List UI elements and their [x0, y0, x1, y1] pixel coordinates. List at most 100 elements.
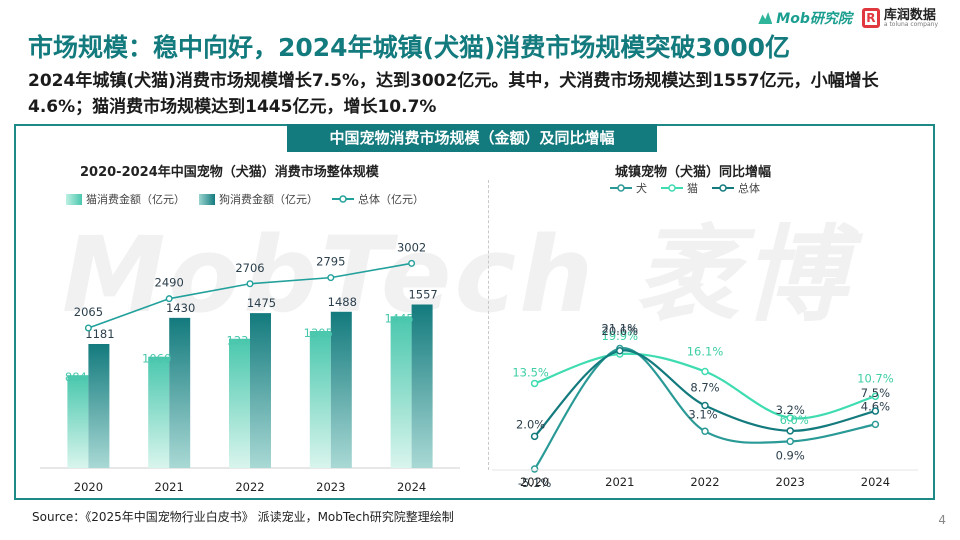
- total-point-2021: [165, 295, 173, 303]
- growth-label-0-2022: 3.1%: [688, 407, 717, 421]
- left-x-tick-2021: 2021: [155, 480, 184, 494]
- total-point-2024: [408, 259, 416, 267]
- total-point-2020: [84, 324, 92, 332]
- growth-label-0-2023: 0.9%: [776, 448, 805, 462]
- growth-point-1-2023: [786, 414, 794, 422]
- legend-item-cat-growth: 猫: [661, 180, 698, 196]
- growth-label-2-2024: 7.5%: [861, 386, 890, 400]
- growth-label-1-2023: 6.0%: [780, 413, 809, 427]
- total-label-2020: 2065: [74, 305, 103, 319]
- bar-dog-2021: [169, 317, 191, 468]
- bar-dog-label-2022: 1475: [247, 296, 276, 310]
- left-x-tick-2022: 2022: [235, 480, 264, 494]
- growth-label-1-2024: 10.7%: [857, 371, 894, 385]
- legend-label-cat: 猫消费金额（亿元）: [86, 193, 185, 206]
- growth-line-2: [533, 349, 876, 438]
- bar-cat-2022: [229, 338, 250, 468]
- growth-label-2-2020: 2.0%: [516, 417, 545, 431]
- page-number: 4: [938, 513, 946, 527]
- growth-point-2-2023: [786, 427, 794, 435]
- bar-cat-label-2021: 1060: [142, 352, 171, 366]
- right-x-tick-2021: 2021: [605, 475, 634, 489]
- legend-swatch-total: [332, 195, 354, 203]
- total-label-2022: 2706: [235, 261, 264, 275]
- bar-cat-2020: [67, 375, 89, 468]
- left-x-tick-2020: 2020: [74, 480, 103, 494]
- bar-cat-label-2020: 884: [65, 370, 87, 384]
- legend-swatch-dog: [199, 193, 215, 205]
- growth-label-2-2022: 8.7%: [690, 381, 719, 395]
- bar-dog-label-2021: 1430: [166, 301, 195, 315]
- bar-dog-label-2023: 1488: [328, 295, 357, 309]
- growth-label-1-2022: 16.1%: [687, 344, 724, 358]
- legend-swatch-overall-growth: [712, 184, 734, 192]
- right-x-tick-2024: 2024: [861, 475, 890, 489]
- bar-dog-2024: [411, 304, 433, 468]
- legend-swatch-dog-growth: [610, 184, 632, 192]
- growth-point-1-2020: [530, 379, 539, 388]
- legend-item-cat: 猫消费金额（亿元）: [66, 191, 185, 207]
- logo-bar: Mob研究院 R 库润数据 a toluna company: [758, 8, 938, 28]
- right-x-tick-2022: 2022: [690, 475, 719, 489]
- left-x-tick-2023: 2023: [316, 480, 345, 494]
- growth-point-1-2022: [701, 367, 709, 376]
- kurun-logo-text: 库润数据: [883, 7, 936, 23]
- bar-dog-label-2024: 1557: [408, 288, 437, 302]
- legend-item-dog: 狗消费金额（亿元）: [199, 191, 318, 207]
- growth-label-1-2020: 13.5%: [512, 365, 549, 379]
- watermark: MobTech 袤博: [62, 214, 850, 336]
- total-label-2023: 2795: [316, 255, 345, 269]
- growth-label-0-2024: 4.6%: [861, 399, 890, 413]
- growth-label-2-2021: 20.6%: [602, 324, 639, 338]
- growth-label-0-2021: 21.1%: [602, 321, 639, 335]
- page-subtitle: 2024年城镇(犬猫)消费市场规模增长7.5%，达到3002亿元。其中，犬消费市…: [28, 71, 879, 117]
- growth-point-2-2020: [530, 432, 539, 441]
- growth-point-2-2022: [701, 401, 709, 410]
- growth-point-0-2023: [786, 437, 794, 446]
- legend-item-overall-growth: 总体: [712, 180, 760, 196]
- mob-logo: Mob研究院: [758, 8, 852, 28]
- right-x-tick-2023: 2023: [776, 475, 805, 489]
- legend-swatch-cat: [66, 193, 82, 205]
- legend-label-overall-growth: 总体: [738, 182, 760, 195]
- right-chart-title: 城镇宠物（犬猫）同比增幅: [615, 165, 772, 180]
- legend-label-total: 总体（亿元）: [358, 193, 424, 206]
- growth-label-0-2020: -5.1%: [518, 476, 551, 490]
- bar-cat-2021: [148, 356, 170, 468]
- legend-label-dog-growth: 犬: [636, 182, 647, 195]
- growth-point-0-2020: [530, 465, 539, 473]
- bar-dog-2022: [250, 313, 271, 468]
- bar-dog-2020: [88, 343, 110, 468]
- growth-point-0-2022: [701, 427, 709, 436]
- kurun-logo: R 库润数据 a toluna company: [861, 7, 938, 28]
- growth-line-0: [533, 347, 876, 470]
- mob-logo-text: Mob研究院: [776, 11, 852, 27]
- growth-point-1-2024: [871, 392, 880, 401]
- total-point-2022: [246, 280, 254, 288]
- growth-point-2-2021: [616, 347, 624, 355]
- right-chart-legend: 犬 猫 总体: [610, 180, 760, 196]
- growth-point-2-2024: [871, 407, 880, 415]
- bar-cat-2023: [309, 330, 331, 468]
- kurun-logo-subtext: a toluna company: [883, 20, 938, 28]
- left-chart-title: 2020-2024年中国宠物（犬猫）消费市场整体规模: [80, 165, 379, 180]
- bar-cat-label-2023: 1305: [304, 326, 333, 340]
- source-note: Source：《2025年中国宠物行业白皮书》 派读宠业，MobTech研究院整…: [32, 510, 454, 524]
- chart-divider: [488, 180, 489, 470]
- bar-cat-label-2024: 1445: [384, 311, 413, 325]
- left-chart-legend: 猫消费金额（亿元） 狗消费金额（亿元） 总体（亿元）: [66, 191, 424, 207]
- bar-dog-label-2020: 1181: [85, 327, 114, 341]
- legend-label-cat-growth: 猫: [687, 182, 698, 195]
- growth-label-2-2023: 3.2%: [776, 403, 805, 417]
- bar-cat-2024: [390, 316, 412, 468]
- legend-item-dog-growth: 犬: [610, 180, 647, 196]
- bar-dog-2023: [330, 311, 352, 468]
- total-label-2021: 2490: [155, 276, 184, 290]
- total-point-2023: [327, 274, 335, 282]
- bar-cat-label-2022: 123: [227, 334, 249, 348]
- right-x-tick-2020: 2020: [520, 475, 549, 489]
- legend-swatch-cat-growth: [661, 184, 683, 192]
- left-x-tick-2024: 2024: [397, 480, 426, 494]
- legend-item-total: 总体（亿元）: [332, 191, 424, 207]
